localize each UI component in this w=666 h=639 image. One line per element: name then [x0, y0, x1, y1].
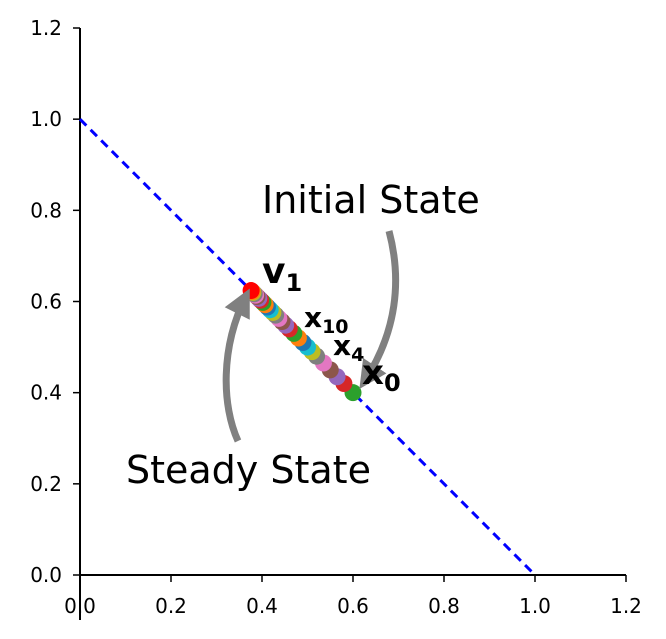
y-tick-label: 1.2	[30, 16, 62, 40]
initial-state-arrow	[359, 230, 400, 390]
initial-state-label: Initial State	[262, 178, 480, 222]
x-tick-label: 1.2	[610, 594, 642, 618]
points	[242, 282, 362, 402]
label-x10: x10	[304, 301, 349, 338]
y-tick-label: 0.4	[30, 381, 62, 405]
y-tick-label: 0.6	[30, 290, 62, 314]
x-tick-label: 1.0	[519, 594, 551, 618]
y-ticks: 0.0 0.2 0.4 0.6 0.8 1.0 1.2	[30, 16, 80, 587]
x-tick-label: 0.8	[428, 594, 460, 618]
y-tick-label: 0.0	[30, 563, 62, 587]
x-tick-label: 0.2	[155, 594, 187, 618]
label-v1: v1	[262, 251, 302, 297]
y-tick-label: 0.8	[30, 198, 62, 222]
label-x0: x0	[362, 353, 401, 397]
y-tick-label: 1.0	[30, 107, 62, 131]
x-ticks: 0.0 0.2 0.4 0.6 0.8 1.0 1.2	[64, 575, 642, 618]
y-tick-label: 0.2	[30, 472, 62, 496]
steady-state-arrow	[222, 288, 250, 443]
x-tick-label: 0.4	[246, 594, 278, 618]
x-tick-label: 0.0	[64, 594, 96, 618]
x-tick-label: 0.6	[337, 594, 369, 618]
label-x4: x4	[333, 329, 364, 366]
steady-state-label: Steady State	[126, 448, 371, 492]
